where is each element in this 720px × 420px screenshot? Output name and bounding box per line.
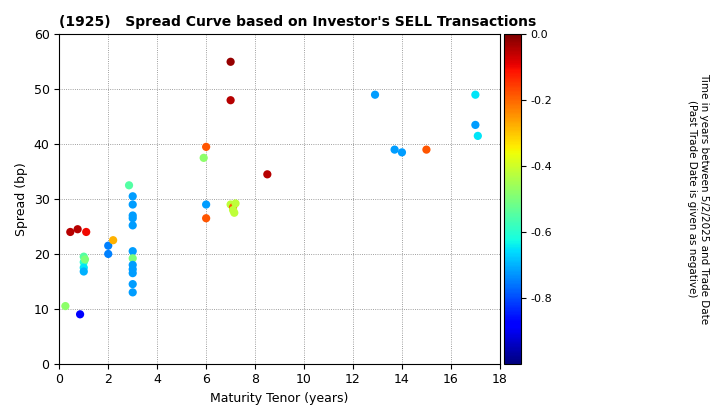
- Point: [127, 255, 138, 262]
- Point: [127, 201, 138, 208]
- Point: [389, 146, 400, 153]
- Point: [198, 155, 210, 161]
- Point: [127, 262, 138, 268]
- Point: [127, 281, 138, 287]
- Point: [60, 303, 71, 310]
- Point: [200, 201, 212, 208]
- Point: [225, 201, 236, 208]
- Point: [200, 144, 212, 150]
- Point: [107, 237, 119, 244]
- Point: [396, 149, 408, 156]
- Point: [81, 228, 92, 235]
- Y-axis label: Spread (bp): Spread (bp): [15, 162, 28, 236]
- Point: [78, 264, 89, 271]
- Point: [127, 193, 138, 199]
- Point: [127, 289, 138, 296]
- Point: [78, 259, 89, 265]
- Point: [228, 207, 239, 213]
- Point: [78, 268, 89, 275]
- Point: [127, 248, 138, 255]
- Point: [123, 182, 135, 189]
- Point: [225, 97, 236, 104]
- X-axis label: Maturity Tenor (years): Maturity Tenor (years): [210, 392, 348, 405]
- Point: [102, 242, 114, 249]
- Point: [228, 204, 239, 210]
- Point: [230, 200, 241, 207]
- Text: (1925)   Spread Curve based on Investor's SELL Transactions: (1925) Spread Curve based on Investor's …: [59, 15, 536, 29]
- Point: [261, 171, 273, 178]
- Point: [74, 311, 86, 318]
- Point: [127, 270, 138, 276]
- Point: [78, 253, 89, 260]
- Point: [225, 58, 236, 65]
- Point: [469, 121, 481, 128]
- Point: [228, 210, 240, 216]
- Point: [65, 228, 76, 235]
- Y-axis label: Time in years between 5/2/2025 and Trade Date
(Past Trade Date is given as negat: Time in years between 5/2/2025 and Trade…: [688, 74, 709, 325]
- Point: [127, 266, 138, 273]
- Point: [127, 222, 138, 229]
- Point: [72, 226, 84, 233]
- Point: [127, 215, 138, 222]
- Point: [200, 215, 212, 222]
- Point: [369, 92, 381, 98]
- Point: [102, 251, 114, 257]
- Point: [127, 212, 138, 219]
- Point: [472, 133, 484, 139]
- Point: [420, 146, 432, 153]
- Point: [79, 256, 91, 263]
- Point: [469, 92, 481, 98]
